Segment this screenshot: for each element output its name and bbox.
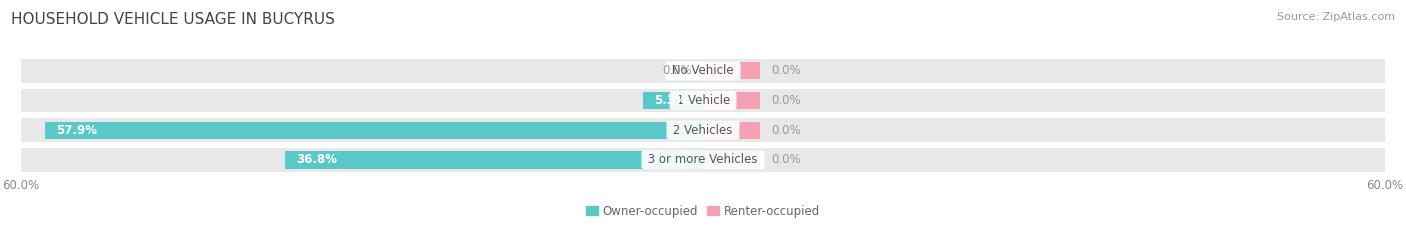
Bar xyxy=(703,62,759,79)
Bar xyxy=(703,151,759,168)
Bar xyxy=(703,92,759,109)
Bar xyxy=(21,118,1385,142)
Text: Source: ZipAtlas.com: Source: ZipAtlas.com xyxy=(1277,12,1395,22)
Text: 0.0%: 0.0% xyxy=(772,153,801,166)
Text: 57.9%: 57.9% xyxy=(56,124,97,137)
Text: 2 Vehicles: 2 Vehicles xyxy=(669,124,737,137)
Text: 0.0%: 0.0% xyxy=(662,64,692,77)
Text: 1 Vehicle: 1 Vehicle xyxy=(672,94,734,107)
Bar xyxy=(21,148,1385,172)
Bar xyxy=(285,151,703,168)
Bar xyxy=(703,122,759,139)
Text: 0.0%: 0.0% xyxy=(772,124,801,137)
Text: HOUSEHOLD VEHICLE USAGE IN BUCYRUS: HOUSEHOLD VEHICLE USAGE IN BUCYRUS xyxy=(11,12,335,27)
Text: No Vehicle: No Vehicle xyxy=(668,64,738,77)
Text: 3 or more Vehicles: 3 or more Vehicles xyxy=(644,153,762,166)
Text: 36.8%: 36.8% xyxy=(297,153,337,166)
Text: 5.3%: 5.3% xyxy=(654,94,688,107)
Legend: Owner-occupied, Renter-occupied: Owner-occupied, Renter-occupied xyxy=(581,200,825,222)
Bar xyxy=(45,122,703,139)
Bar xyxy=(643,92,703,109)
Text: 0.0%: 0.0% xyxy=(772,94,801,107)
Bar xyxy=(21,89,1385,112)
Text: 0.0%: 0.0% xyxy=(772,64,801,77)
Bar xyxy=(21,59,1385,83)
